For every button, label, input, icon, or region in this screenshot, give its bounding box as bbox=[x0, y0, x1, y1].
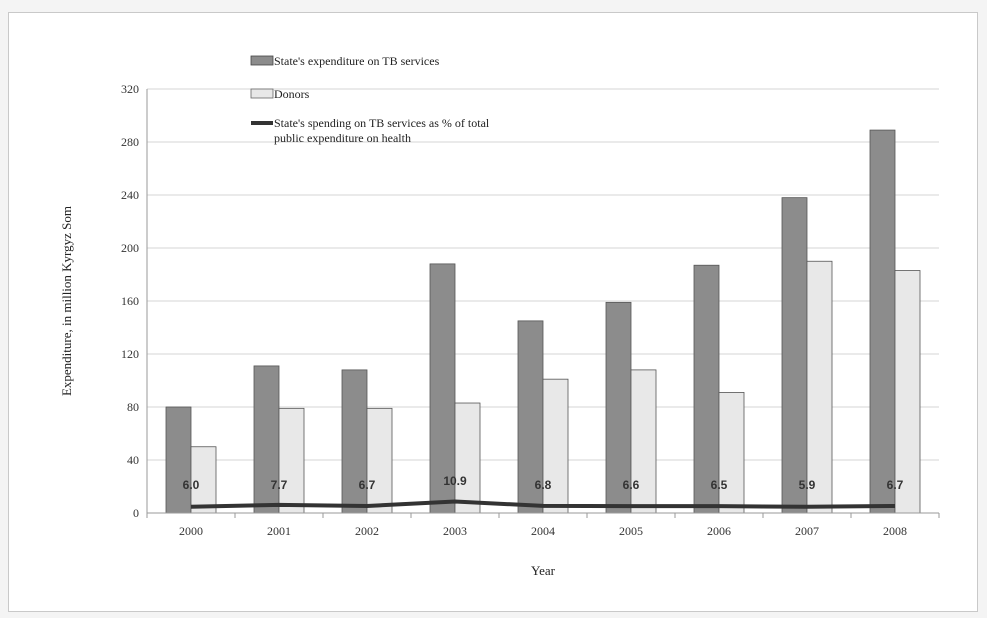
y-tick-label: 240 bbox=[121, 188, 139, 202]
y-tick-label: 280 bbox=[121, 135, 139, 149]
y-tick-label: 200 bbox=[121, 241, 139, 255]
legend-swatch-state bbox=[250, 55, 274, 66]
legend-label-state: State's expenditure on TB services bbox=[274, 54, 440, 68]
x-tick-label: 2002 bbox=[355, 524, 379, 538]
chart-frame: 6.0 7.7 6.7 10.9 6.8 6.6 6.5 5.9 6.7 0 40 80 120 160… bbox=[8, 12, 978, 612]
percent-line bbox=[190, 499, 896, 509]
x-axis-title: Year bbox=[531, 563, 556, 578]
bar-donors-2005 bbox=[630, 369, 657, 514]
x-tick-label: 2006 bbox=[707, 524, 731, 538]
bar-donors-2001 bbox=[278, 407, 305, 514]
bar-state-2000 bbox=[165, 406, 192, 514]
x-tick-label: 2008 bbox=[883, 524, 907, 538]
axes: 0 40 80 120 160 200 240 280 320 2000 2001 2002 2003 2… bbox=[121, 82, 940, 538]
percent-data-label: 6.7 bbox=[359, 478, 376, 492]
bar-state-2008 bbox=[869, 129, 896, 514]
legend-label-percent: public expenditure on health bbox=[274, 131, 411, 145]
y-tick-label: 160 bbox=[121, 294, 139, 308]
y-tick-label: 0 bbox=[133, 506, 139, 520]
bar-state-2006 bbox=[693, 264, 720, 514]
percent-data-label: 6.7 bbox=[887, 478, 904, 492]
bar-series bbox=[165, 129, 921, 514]
x-tick-label: 2004 bbox=[531, 524, 555, 538]
percent-data-label: 6.8 bbox=[535, 478, 552, 492]
x-tick-label: 2001 bbox=[267, 524, 291, 538]
bar-donors-2004 bbox=[542, 378, 569, 514]
y-tick-label: 320 bbox=[121, 82, 139, 96]
y-tick-label: 120 bbox=[121, 347, 139, 361]
bar-state-2007 bbox=[781, 197, 808, 514]
x-tick-label: 2003 bbox=[443, 524, 467, 538]
bar-donors-2000 bbox=[190, 446, 217, 514]
percent-data-label: 10.9 bbox=[443, 474, 467, 488]
bar-state-2001 bbox=[253, 365, 280, 514]
bar-chart: 6.0 7.7 6.7 10.9 6.8 6.6 6.5 5.9 6.7 0 40 80 120 160… bbox=[59, 54, 940, 578]
legend-swatch-donors bbox=[250, 88, 274, 99]
legend: State's expenditure on TB services Donors… bbox=[250, 54, 490, 145]
x-tick-label: 2005 bbox=[619, 524, 643, 538]
y-tick-label: 80 bbox=[127, 400, 139, 414]
percent-data-label: 6.5 bbox=[711, 478, 728, 492]
percent-data-label: 6.6 bbox=[623, 478, 640, 492]
x-tick-label: 2000 bbox=[179, 524, 203, 538]
percent-data-label: 7.7 bbox=[271, 478, 288, 492]
percent-line-series: 6.0 7.7 6.7 10.9 6.8 6.6 6.5 5.9 6.7 bbox=[183, 474, 904, 509]
bar-donors-2008 bbox=[894, 270, 921, 514]
bar-donors-2003 bbox=[454, 402, 481, 514]
x-tick-label: 2007 bbox=[795, 524, 819, 538]
bar-state-2003 bbox=[429, 263, 456, 514]
bar-donors-2006 bbox=[718, 392, 745, 514]
bar-donors-2002 bbox=[366, 407, 393, 514]
y-tick-label: 40 bbox=[127, 453, 139, 467]
bar-donors-2007 bbox=[806, 260, 833, 514]
legend-label-donors: Donors bbox=[274, 87, 310, 101]
percent-data-label: 5.9 bbox=[799, 478, 816, 492]
percent-data-label: 6.0 bbox=[183, 478, 200, 492]
legend-label-percent: State's spending on TB services as % of … bbox=[274, 116, 490, 130]
y-axis-title: Expenditure, in million Kyrgyz Som bbox=[59, 206, 74, 396]
